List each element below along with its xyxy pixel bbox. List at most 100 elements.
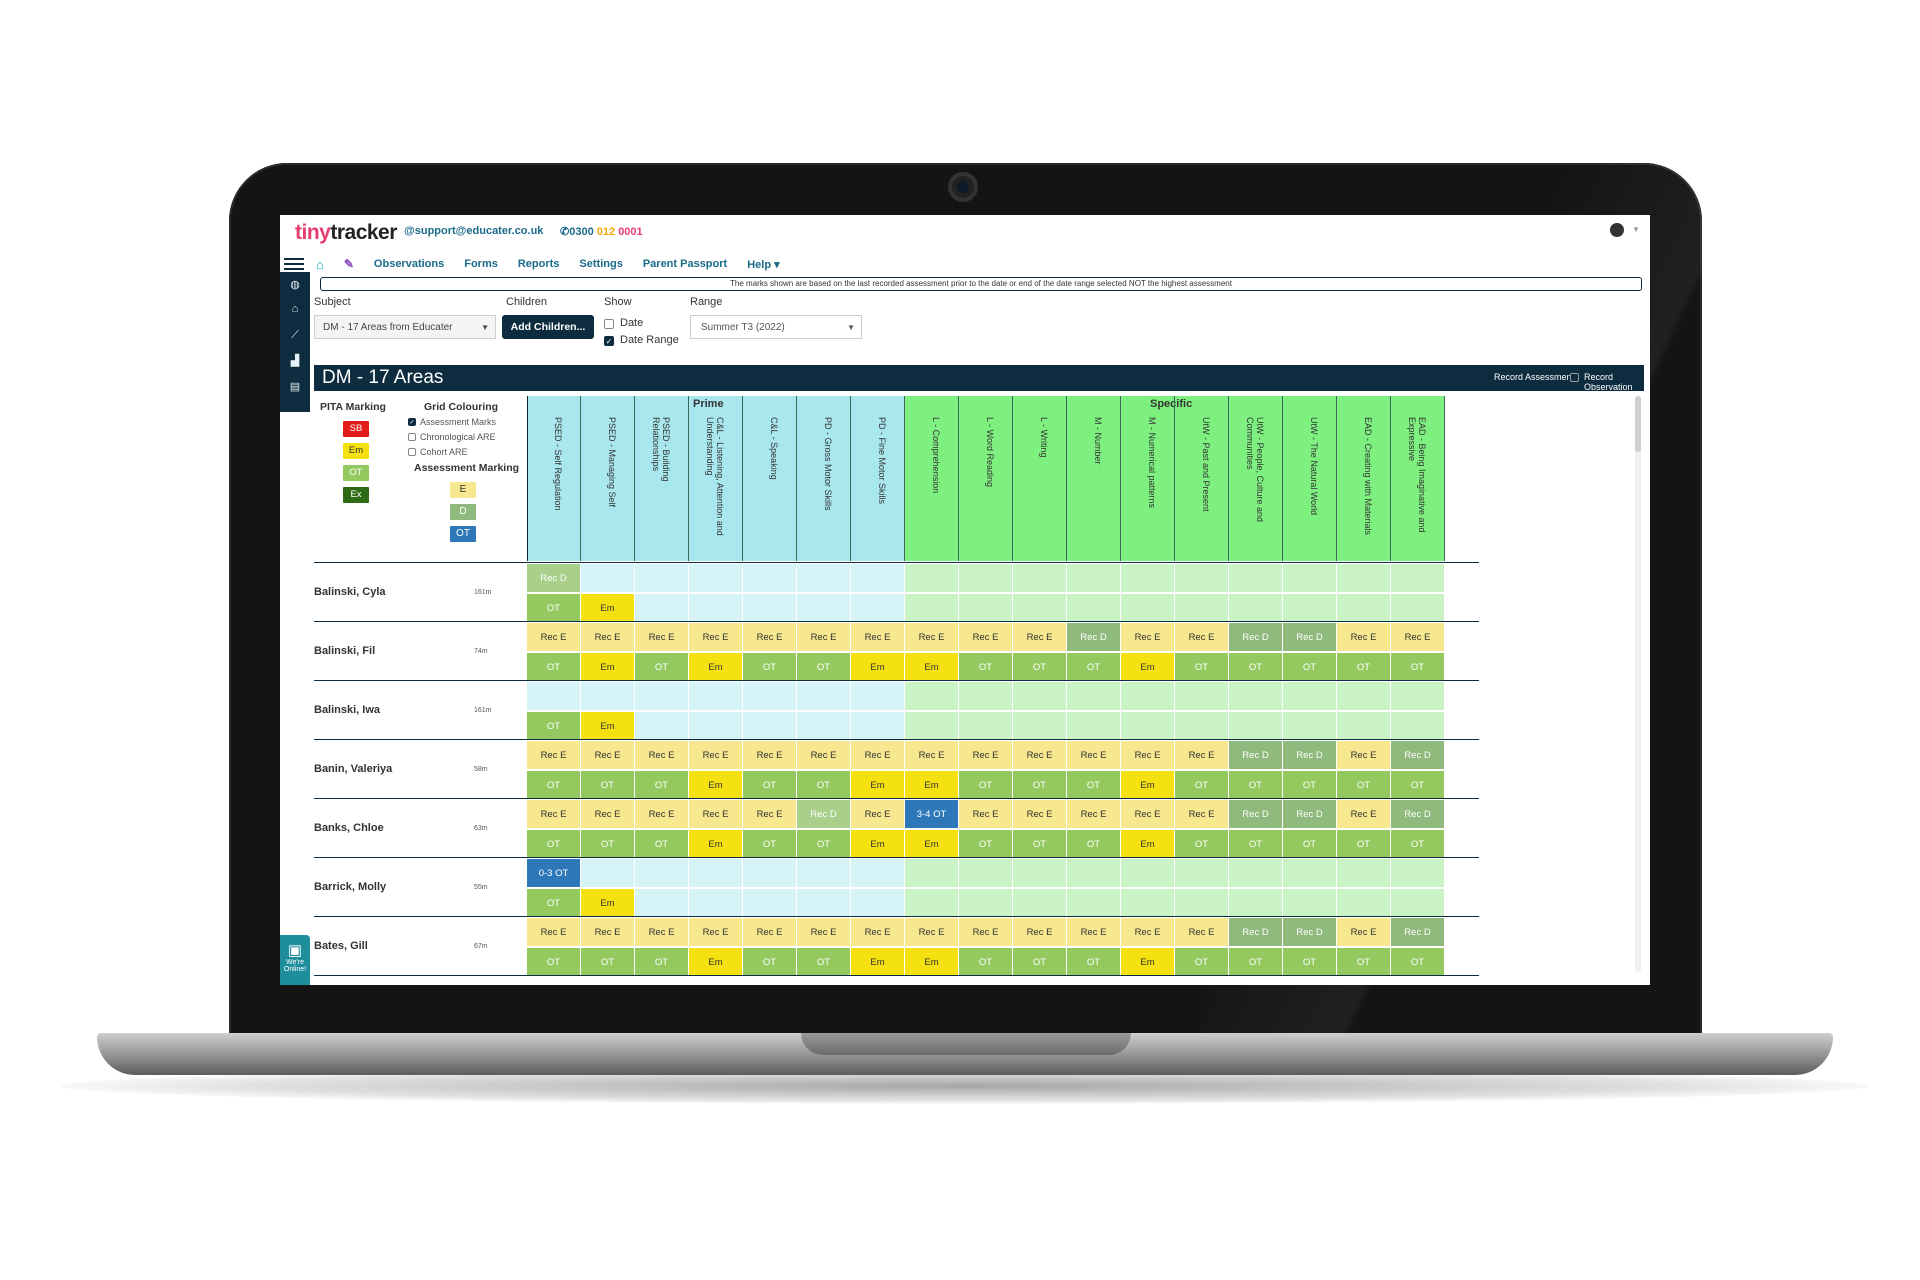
assessment-cell[interactable] [689,888,743,918]
assessment-cell[interactable] [1175,711,1229,741]
assessment-cell[interactable]: OT [797,770,851,800]
assessment-cell[interactable]: OT [1391,947,1445,977]
support-phone[interactable]: ✆0300 012 0001 [560,225,643,238]
assessment-cell[interactable]: Rec E [743,918,797,947]
assessment-cell[interactable] [635,682,689,711]
assessment-cell[interactable] [1121,564,1175,593]
assessment-cell[interactable]: Rec D [797,800,851,829]
assessment-cell[interactable] [1229,711,1283,741]
assessment-cell[interactable] [959,564,1013,593]
scrollbar-track[interactable] [1635,396,1641,972]
assessment-cell[interactable] [689,564,743,593]
assessment-cell[interactable]: Rec E [743,800,797,829]
assessment-cell[interactable]: OT [959,947,1013,977]
assessment-cell[interactable] [1337,888,1391,918]
assessment-cell[interactable]: OT [1013,770,1067,800]
assessment-cell[interactable]: Em [581,711,635,741]
assessment-cell[interactable]: Em [851,770,905,800]
assessment-cell[interactable] [905,564,959,593]
assessment-cell[interactable]: Rec E [959,623,1013,652]
assessment-cell[interactable] [1283,859,1337,888]
assessment-cell[interactable]: OT [1229,770,1283,800]
assessment-cell[interactable]: Rec E [689,623,743,652]
assessment-cell[interactable]: Rec E [635,741,689,770]
child-name[interactable]: Balinski, Iwa [314,704,381,716]
assessment-cell[interactable] [797,682,851,711]
assessment-cell[interactable] [1229,859,1283,888]
assessment-cell[interactable] [1013,859,1067,888]
column-header[interactable]: PSED - Managing Self [607,417,617,508]
assessment-cell[interactable]: OT [527,888,581,918]
assessment-cell[interactable]: Rec E [743,623,797,652]
assessment-cell[interactable]: Rec E [581,623,635,652]
assessment-cell[interactable]: Rec E [1337,741,1391,770]
assessment-cell[interactable]: Rec E [905,918,959,947]
assessment-cell[interactable] [1175,859,1229,888]
assessment-cell[interactable] [743,888,797,918]
assessment-cell[interactable]: Rec E [743,741,797,770]
assessment-cell[interactable]: OT [635,770,689,800]
print-icon[interactable]: ▤ [289,381,301,393]
assessment-cell[interactable]: OT [635,947,689,977]
pen-icon[interactable]: ✎ [343,257,354,271]
child-name[interactable]: Balinski, Cyla [314,586,386,598]
record-observation-label[interactable]: Record Observation [1584,372,1633,392]
assessment-cell[interactable] [1283,682,1337,711]
assessment-cell[interactable]: Em [581,888,635,918]
assessment-cell[interactable]: Rec E [851,918,905,947]
assessment-cell[interactable] [797,564,851,593]
nav-settings[interactable]: Settings [579,258,623,270]
assessment-cell[interactable]: Em [905,652,959,682]
assessment-cell[interactable]: Em [905,829,959,859]
assessment-cell[interactable] [743,711,797,741]
assessment-cell[interactable]: OT [527,829,581,859]
assessment-cell[interactable]: Rec E [1013,918,1067,947]
assessment-cell[interactable] [1121,711,1175,741]
assessment-cell[interactable]: Em [1121,652,1175,682]
assessment-cell[interactable] [635,711,689,741]
assessment-cell[interactable]: OT [527,711,581,741]
assessment-cell[interactable] [851,593,905,623]
assessment-cell[interactable] [1391,888,1445,918]
column-header[interactable]: PSED - Self Regulation [553,417,563,511]
assessment-cell[interactable] [1229,888,1283,918]
assessment-cell[interactable] [1283,593,1337,623]
nav-reports[interactable]: Reports [517,258,560,270]
menu-icon[interactable] [284,255,304,270]
column-header[interactable]: PD - Gross Motor Skills [823,417,833,511]
assessment-cell[interactable] [1013,593,1067,623]
assessment-cell[interactable] [851,711,905,741]
assessment-cell[interactable]: Rec E [959,918,1013,947]
assessment-cell[interactable]: Rec E [527,623,581,652]
assessment-cell[interactable] [1175,888,1229,918]
assessment-cell[interactable]: OT [581,829,635,859]
assessment-cell[interactable] [905,859,959,888]
assessment-cell[interactable] [1337,564,1391,593]
assessment-cell[interactable]: Rec D [1283,918,1337,947]
child-name[interactable]: Balinski, Fil [314,645,376,657]
column-header[interactable]: C&L - Listening, Attention and Understan… [705,417,725,536]
assessment-cell[interactable] [1067,682,1121,711]
assessment-cell[interactable] [1013,564,1067,593]
assessment-cell[interactable]: Em [581,652,635,682]
assessment-cell[interactable]: Em [689,829,743,859]
assessment-cell[interactable]: Rec E [1013,623,1067,652]
assessment-cell[interactable] [1175,682,1229,711]
assessment-cell[interactable] [959,593,1013,623]
assessment-cell[interactable]: Rec E [581,918,635,947]
assessment-cell[interactable]: Em [905,770,959,800]
child-name[interactable]: Barrick, Molly [314,881,387,893]
assessment-cell[interactable] [1121,859,1175,888]
assessment-cell[interactable] [635,888,689,918]
assessment-cell[interactable]: Rec D [1229,741,1283,770]
assessment-cell[interactable]: OT [959,829,1013,859]
assessment-cell[interactable]: OT [743,829,797,859]
assessment-cell[interactable] [959,711,1013,741]
assessment-cell[interactable]: Rec E [1067,800,1121,829]
assessment-cell[interactable]: Em [689,770,743,800]
assessment-cell[interactable]: Rec E [1013,800,1067,829]
assessment-cell[interactable]: Em [851,652,905,682]
assessment-cell[interactable]: Rec E [527,741,581,770]
assessment-cell[interactable]: OT [1067,770,1121,800]
assessment-cell[interactable]: OT [527,947,581,977]
